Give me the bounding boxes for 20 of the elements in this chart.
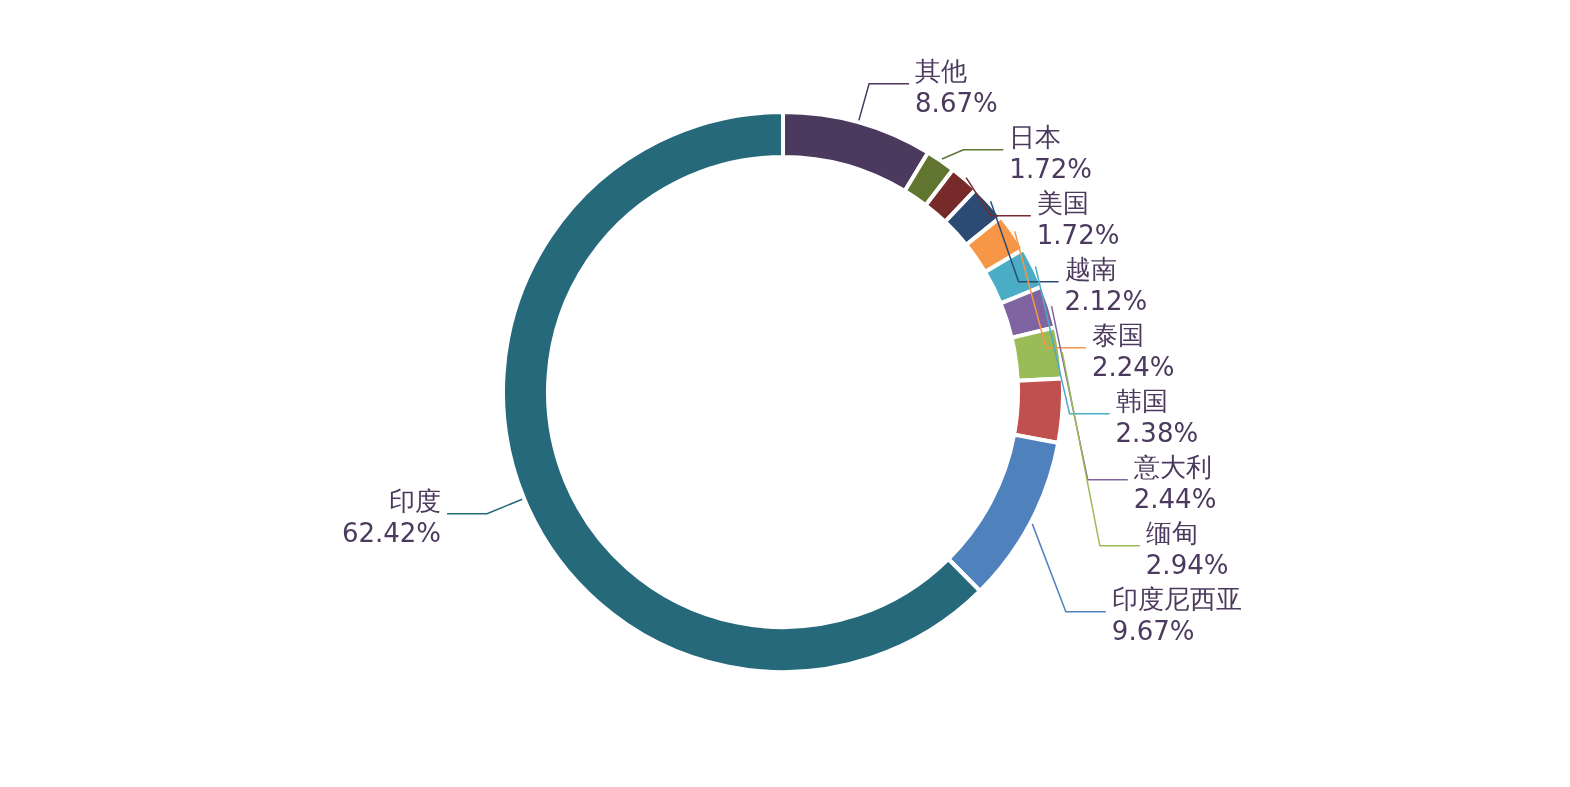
slice-label: 意大利: [1132, 451, 1212, 482]
data-label: 8.67%: [915, 87, 998, 118]
data-label: 1.72%: [1036, 219, 1120, 250]
data-label: 2.44%: [1133, 483, 1217, 514]
slice-label: 印度: [389, 485, 442, 516]
data-label: 62.42%: [341, 517, 442, 548]
slice-label: 日本: [1009, 121, 1062, 152]
slice-label: 缅甸: [1145, 517, 1198, 548]
data-label: 2.24%: [1091, 351, 1175, 382]
slice-label: 泰国: [1091, 319, 1144, 350]
slice-label: 印度尼西亚: [1111, 583, 1242, 614]
slice-label: 其他: [915, 55, 968, 86]
data-label: 2.94%: [1145, 549, 1229, 580]
data-label: 9.67%: [1111, 615, 1195, 646]
data-label: 2.38%: [1115, 417, 1199, 448]
slice-label: 美国: [1036, 187, 1089, 218]
slice-label: 韩国: [1115, 385, 1168, 416]
data-label: 1.72%: [1009, 153, 1092, 184]
data-label: 2.12%: [1064, 285, 1148, 316]
slice-label: 越南: [1064, 253, 1117, 284]
